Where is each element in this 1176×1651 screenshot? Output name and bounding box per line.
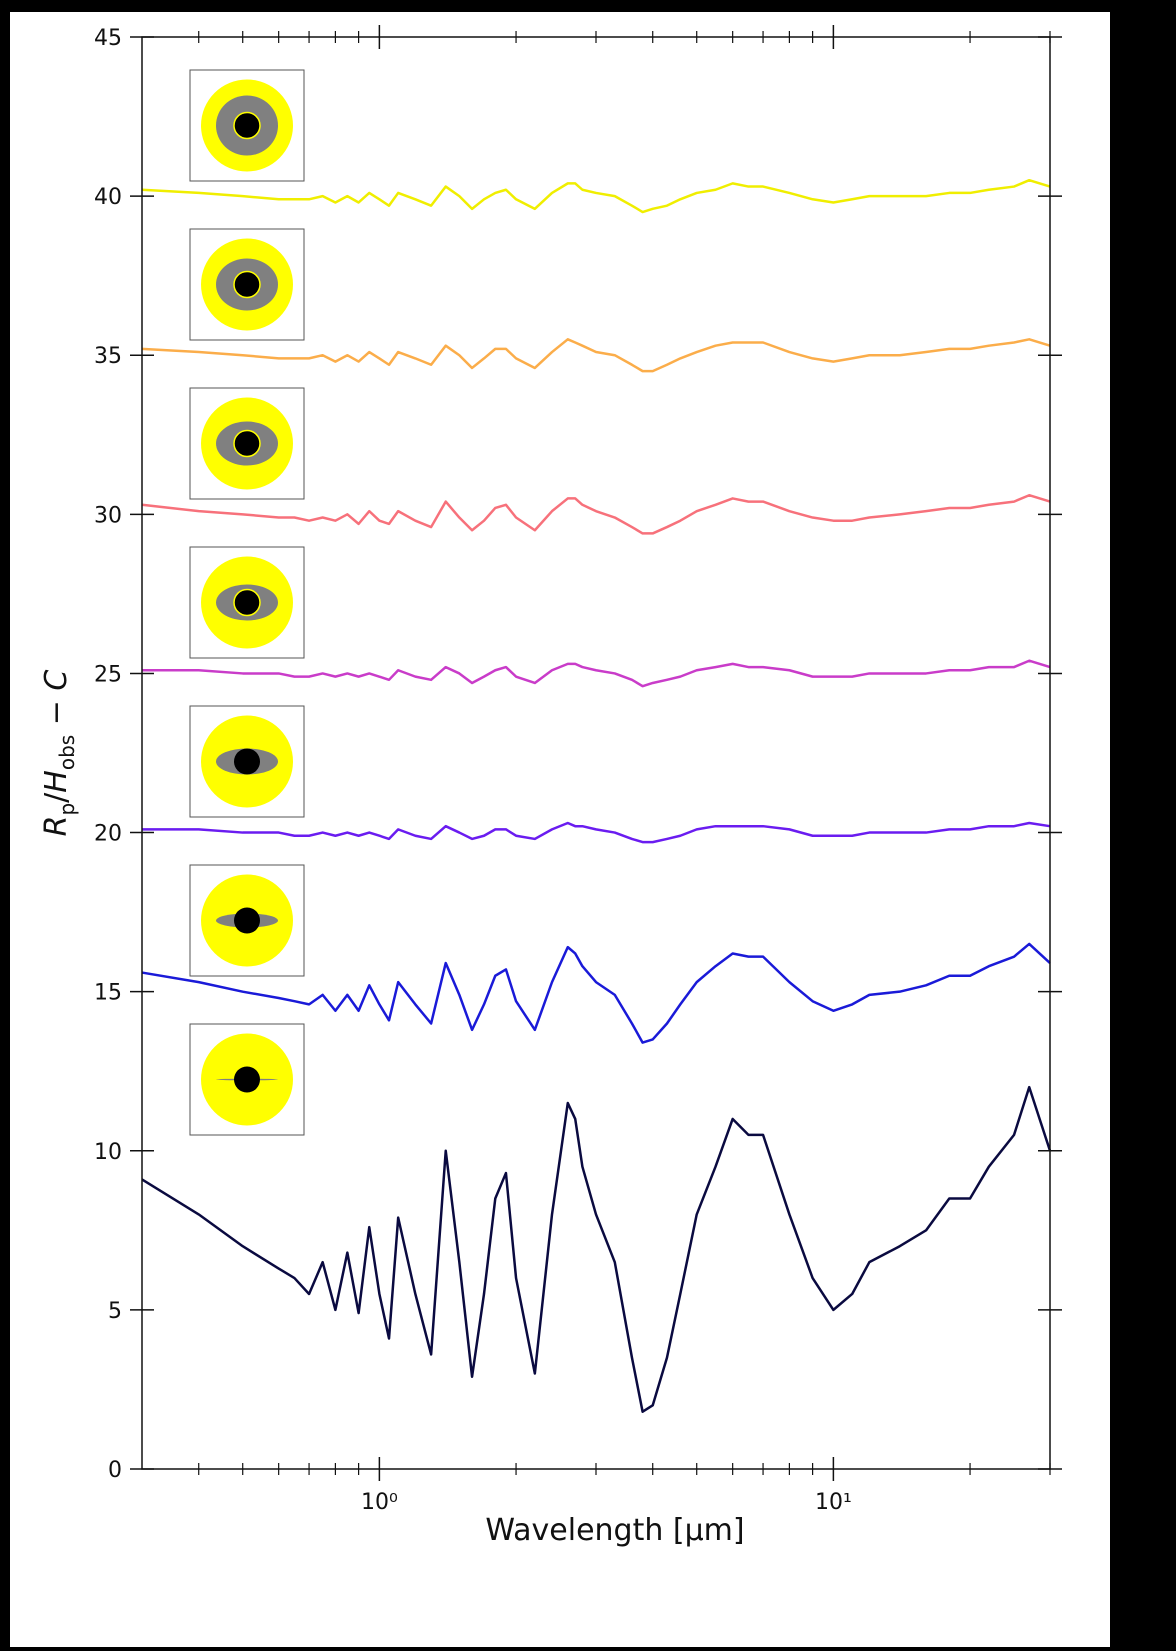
y-label-part: C: [39, 670, 74, 691]
inset-planet: [233, 111, 261, 140]
inset-planet: [234, 907, 260, 934]
y-tick-label: 45: [94, 26, 122, 51]
spectrum-line: [142, 821, 1051, 844]
spectrum-line: [141, 338, 1051, 373]
spectrum-line: [141, 493, 1051, 535]
y-label-part: −: [39, 691, 74, 735]
y-tick-label: 25: [94, 662, 122, 687]
inset-planet: [234, 1066, 260, 1093]
y-label-part: p: [55, 803, 79, 816]
x-tick-label: 10¹: [815, 1490, 852, 1515]
y-label-part: H: [39, 770, 74, 793]
inset-planet: [234, 748, 260, 775]
spectrum-line: [141, 178, 1051, 214]
y-tick-label: 20: [94, 822, 122, 847]
y-axis-label: Rp/Hobs − C: [39, 670, 79, 837]
y-tick-label: 30: [94, 503, 122, 528]
y-tick-label: 5: [108, 1299, 122, 1324]
y-tick-label: 10: [94, 1140, 122, 1165]
spectrum-line: [142, 659, 1051, 688]
inset-planet: [233, 429, 261, 458]
spectrum-line: [141, 942, 1051, 1044]
y-tick-label: 0: [108, 1458, 122, 1483]
x-axis-label: Wavelength [µm]: [485, 1513, 744, 1548]
inset-planet: [233, 270, 261, 299]
y-label-part: R: [39, 816, 74, 837]
y-label-part: /: [39, 792, 74, 803]
y-tick-label: 40: [94, 185, 122, 210]
inset-planet: [233, 588, 261, 617]
x-tick-label: 10⁰: [361, 1490, 398, 1515]
y-tick-label: 15: [94, 981, 122, 1006]
spectrum-line: [141, 1085, 1052, 1413]
y-tick-label: 35: [94, 344, 122, 369]
y-label-part: obs: [55, 735, 79, 770]
